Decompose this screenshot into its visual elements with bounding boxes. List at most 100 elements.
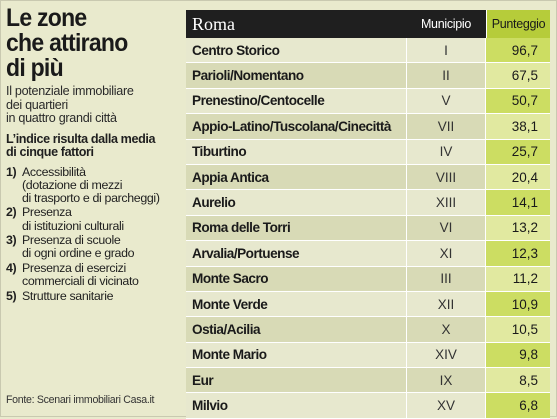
factor-line: Presenza di esercizi (22, 260, 126, 275)
municipio-value: XIV (406, 342, 486, 368)
municipio-value: VI (406, 215, 486, 241)
municipio-value: VIII (406, 164, 486, 190)
headline-line: di più (6, 54, 64, 82)
zone-name: Appio-Latino/Tuscolana/Cinecittà (192, 118, 392, 134)
header-city: Roma (192, 13, 235, 34)
factor-item: 5) Strutture sanitarie (6, 288, 182, 303)
table-row: Aurelio XIII 14,1 (186, 190, 550, 216)
table-row: Appia Antica VIII 20,4 (186, 164, 550, 191)
municipio-value: XII (406, 291, 486, 317)
source-credit: Fonte: Scenari immobiliari Casa.it (6, 394, 155, 406)
ranking-table: Roma Municipio Punteggio Centro Storico I… (186, 10, 550, 419)
subtitle-line: dei quartieri (6, 97, 68, 112)
table-row: Tiburtino IV 25,7 (186, 139, 550, 165)
factor-line: di trasporto e di parcheggi) (22, 190, 160, 205)
municipio-value: X (406, 317, 486, 342)
factor-text: Presenza di scuole di ogni ordine e grad… (22, 233, 182, 261)
headline: Le zone che attirano di più (6, 6, 168, 81)
subtitle-line: Il potenziale immobiliare (6, 84, 134, 98)
factor-text: Accessibilità (dotazione di mezzi di tra… (22, 164, 182, 206)
punteggio-value: 11,2 (486, 266, 550, 291)
factor-number: 3) (6, 233, 17, 248)
table-row: Monte Sacro III 11,2 (186, 266, 550, 292)
table-row: Eur IX 8,5 (186, 368, 550, 394)
zone-name: Roma delle Torri (192, 220, 291, 236)
zone-name: Centro Storico (192, 42, 280, 58)
zone-name: Milvio (192, 398, 228, 414)
factor-number: 1) (6, 164, 17, 179)
punteggio-value: 12,3 (486, 241, 550, 266)
punteggio-value: 9,8 (486, 342, 550, 368)
punteggio-value: 10,9 (486, 291, 550, 317)
table-row: Roma delle Torri VI 13,2 (186, 215, 550, 242)
factor-line: Presenza di scuole (22, 233, 121, 248)
header-punteggio: Punteggio (486, 10, 550, 38)
punteggio-value: 25,7 (486, 139, 550, 164)
table-row: Arvalia/Portuense XI 12,3 (186, 241, 550, 267)
factor-item: 3) Presenza di scuole di ogni ordine e g… (6, 233, 182, 261)
header-municipio: Municipio (420, 17, 472, 31)
factor-list: 1) Accessibilità (dotazione di mezzi di … (6, 164, 182, 303)
table-row: Prenestino/Centocelle V 50,7 (186, 88, 550, 115)
punteggio-value: 67,5 (486, 63, 550, 88)
factor-text: Presenza di istituzioni culturali (22, 205, 182, 233)
table-row: Monte Mario XIV 9,8 (186, 342, 550, 369)
factor-item: 2) Presenza di istituzioni culturali (6, 205, 182, 233)
zone-name: Parioli/Nomentano (192, 68, 304, 84)
zone-name: Arvalia/Portuense (192, 245, 300, 261)
factor-line: commerciali di vicinato (22, 274, 139, 289)
municipio-value: V (406, 88, 486, 114)
municipio-value: IV (406, 139, 486, 164)
municipio-value: II (406, 63, 486, 88)
factor-line: di ogni ordine e grado (22, 246, 135, 261)
table-row: Centro Storico I 96,7 (186, 38, 550, 64)
sidebar-info: Le zone che attirano di più Il potenzial… (6, 6, 182, 410)
table-row: Appio-Latino/Tuscolana/Cinecittà VII 38,1 (186, 114, 550, 140)
zone-name: Tiburtino (192, 144, 247, 160)
zone-name: Appia Antica (192, 169, 269, 185)
table-row: Ostia/Acilia X 10,5 (186, 317, 550, 343)
intro-line: L’indice risulta dalla media (6, 131, 156, 146)
index-intro: L’indice risulta dalla media di cinque f… (6, 131, 182, 160)
zone-name: Aurelio (192, 195, 236, 211)
punteggio-value: 38,1 (486, 114, 550, 139)
factor-number: 2) (6, 205, 17, 220)
intro-line: di cinque fattori (6, 145, 94, 159)
factor-line: di istituzioni culturali (22, 218, 124, 233)
zone-name: Monte Sacro (192, 271, 269, 287)
factor-text: Strutture sanitarie (22, 288, 182, 303)
zone-name: Monte Verde (192, 296, 268, 312)
municipio-value: XV (406, 393, 486, 418)
table-body: Centro Storico I 96,7 Parioli/Nomentano II 67… (186, 38, 550, 419)
factor-line: Strutture sanitarie (22, 288, 114, 303)
punteggio-value: 8,5 (486, 368, 550, 393)
table-header: Roma Municipio Punteggio (186, 10, 550, 38)
punteggio-value: 14,1 (486, 190, 550, 215)
factor-line: Presenza (22, 205, 72, 220)
subtitle: Il potenziale immobiliare dei quartieri … (6, 84, 182, 126)
headline-line: che attirano (6, 29, 128, 57)
punteggio-value: 6,8 (486, 393, 550, 418)
factor-item: 1) Accessibilità (dotazione di mezzi di … (6, 164, 182, 206)
table-row: Monte Verde XII 10,9 (186, 291, 550, 318)
zone-name: Eur (192, 372, 214, 388)
subtitle-line: in quattro grandi città (6, 111, 117, 125)
municipio-value: XIII (406, 190, 486, 215)
factor-line: Accessibilità (22, 164, 86, 179)
table-row: Milvio XV 6,8 (186, 393, 550, 419)
municipio-value: III (406, 266, 486, 291)
table-row: Parioli/Nomentano II 67,5 (186, 63, 550, 89)
factor-text: Presenza di esercizi commerciali di vici… (22, 260, 182, 289)
punteggio-value: 50,7 (486, 88, 550, 114)
punteggio-value: 10,5 (486, 317, 550, 342)
municipio-value: XI (406, 241, 486, 266)
punteggio-value: 20,4 (486, 164, 550, 190)
factor-number: 5) (6, 288, 17, 303)
punteggio-value: 96,7 (486, 38, 550, 63)
zone-name: Monte Mario (192, 347, 267, 363)
factor-line: (dotazione di mezzi (22, 177, 123, 192)
zone-name: Ostia/Acilia (192, 321, 261, 337)
punteggio-value: 13,2 (486, 215, 550, 241)
headline-line: Le zone (6, 4, 87, 32)
zone-name: Prenestino/Centocelle (192, 93, 325, 109)
